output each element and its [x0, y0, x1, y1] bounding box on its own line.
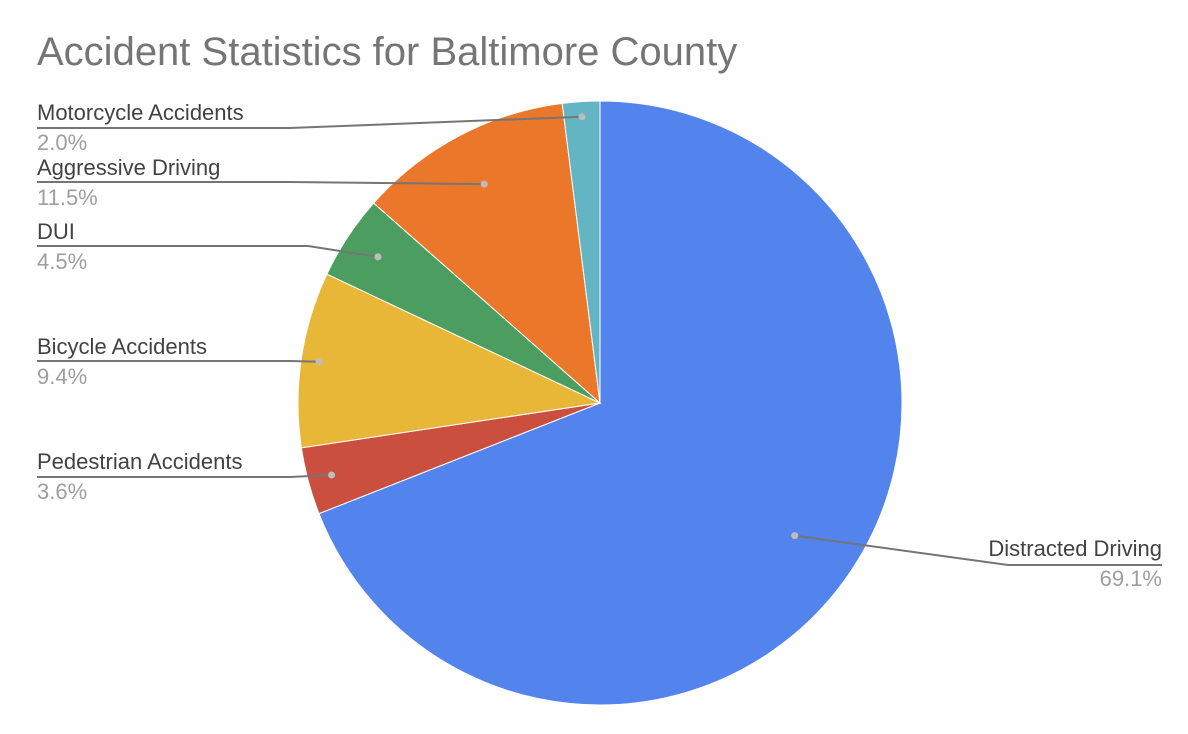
slice-percent-motorcycle-accidents: 2.0%: [37, 130, 87, 155]
pie-slice-distracted-driving: [318, 100, 903, 706]
slice-label-distracted-driving: Distracted Driving: [988, 536, 1162, 561]
leader-dot-distracted-driving: [791, 532, 799, 540]
slice-percent-distracted-driving: 69.1%: [1100, 566, 1162, 591]
slice-percent-aggressive-driving: 11.5%: [37, 185, 98, 210]
slice-percent-dui: 4.5%: [37, 249, 87, 274]
slice-label-motorcycle-accidents: Motorcycle Accidents: [37, 100, 244, 125]
pie-slice-bicycle-accidents: [297, 273, 602, 449]
leader-dot-pedestrian-accidents: [328, 471, 336, 479]
slice-percent-bicycle-accidents: 9.4%: [37, 364, 87, 389]
leader-line-dui: [37, 245, 379, 258]
slice-label-pedestrian-accidents: Pedestrian Accidents: [37, 449, 242, 474]
pie-slices: [297, 100, 903, 706]
slice-label-dui: DUI: [37, 219, 75, 244]
leader-dot-bicycle-accidents: [315, 358, 323, 366]
pie-slice-aggressive-driving: [372, 102, 601, 405]
leader-dot-dui: [374, 253, 382, 261]
pie-slice-motorcycle-accidents: [561, 100, 601, 404]
leader-line-distracted-driving: [794, 534, 1162, 566]
leader-line-bicycle-accidents: [37, 360, 320, 363]
slice-label-aggressive-driving: Aggressive Driving: [37, 155, 220, 180]
leader-dot-aggressive-driving: [480, 180, 488, 188]
leader-line-pedestrian-accidents: [37, 474, 332, 478]
slice-percent-pedestrian-accidents: 3.6%: [37, 479, 87, 504]
leader-line-aggressive-driving: [37, 181, 485, 186]
pie-labels: Distracted Driving 69.1% Pedestrian Accide…: [37, 100, 1162, 591]
slice-label-bicycle-accidents: Bicycle Accidents: [37, 334, 207, 359]
leader-dot-motorcycle-accidents: [578, 113, 586, 121]
chart-title: Accident Statistics for Baltimore County: [37, 30, 738, 74]
leader-line-motorcycle-accidents: [37, 115, 583, 129]
